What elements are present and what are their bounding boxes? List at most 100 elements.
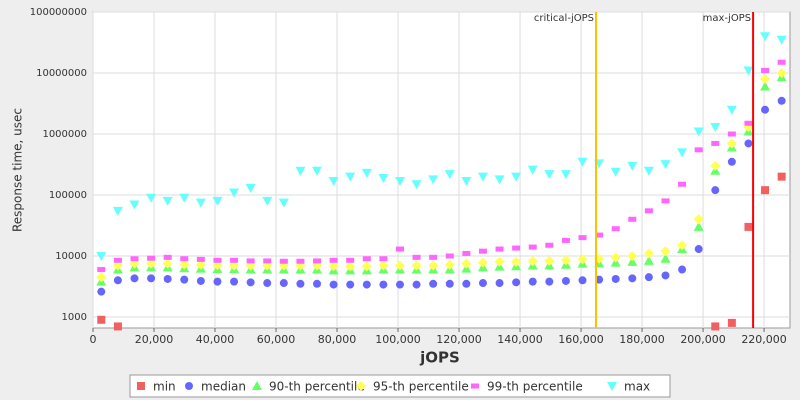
- data-point: [678, 265, 687, 274]
- y-tick-label: 10000: [55, 251, 87, 262]
- legend-marker: [607, 382, 617, 391]
- data-point: [643, 255, 654, 265]
- data-point: [361, 168, 372, 178]
- data-point: [263, 258, 272, 264]
- x-tick-label: 220,000: [741, 333, 787, 346]
- data-point: [328, 261, 339, 272]
- data-point: [643, 248, 654, 259]
- data-point: [195, 259, 206, 270]
- data-point: [230, 277, 239, 286]
- data-point: [379, 280, 388, 289]
- y-tick-label: 1000: [62, 312, 87, 323]
- data-point: [162, 258, 173, 269]
- data-point: [744, 139, 753, 148]
- data-point: [230, 257, 239, 263]
- data-point: [395, 246, 404, 252]
- data-point: [378, 173, 389, 183]
- data-point: [113, 276, 122, 285]
- marker-label: max-jOPS: [703, 13, 751, 24]
- data-point: [130, 274, 139, 283]
- data-point: [578, 235, 587, 241]
- data-point: [777, 96, 786, 105]
- data-point: [528, 244, 537, 250]
- data-point: [180, 256, 189, 262]
- legend-marker: [252, 381, 262, 390]
- data-point: [329, 257, 338, 263]
- data-point: [394, 260, 405, 271]
- data-point: [578, 276, 587, 285]
- data-point: [761, 67, 770, 73]
- data-point: [477, 257, 488, 268]
- data-point: [560, 255, 571, 266]
- x-tick-label: 80,000: [318, 333, 357, 346]
- legend-label: min: [153, 380, 176, 394]
- legend-label: max: [624, 380, 650, 394]
- data-point: [112, 206, 123, 216]
- data-point: [511, 256, 522, 267]
- data-point: [711, 186, 720, 195]
- data-point: [710, 123, 721, 133]
- data-point: [97, 315, 106, 324]
- data-point: [595, 275, 604, 284]
- y-tick-label: 100000000: [30, 7, 87, 18]
- data-point: [313, 258, 322, 264]
- legend-label: 99-th percentile: [487, 380, 583, 394]
- data-point: [776, 35, 787, 45]
- legend: [129, 374, 671, 398]
- data-point: [660, 246, 671, 257]
- marker-label: critical-jOPS: [534, 13, 594, 24]
- data-point: [394, 176, 405, 186]
- data-point: [660, 160, 671, 170]
- data-point: [495, 279, 504, 288]
- data-point: [761, 105, 770, 114]
- data-point: [544, 170, 555, 180]
- data-point: [727, 131, 736, 137]
- x-tick-label: 100,000: [375, 333, 421, 346]
- x-tick-label: 200,000: [680, 333, 726, 346]
- data-point: [130, 256, 139, 262]
- data-point: [346, 257, 355, 263]
- x-tick-label: 140,000: [497, 333, 543, 346]
- data-point: [760, 32, 771, 42]
- data-point: [97, 287, 106, 296]
- data-point: [412, 280, 421, 289]
- data-point: [677, 148, 688, 158]
- data-point: [411, 260, 422, 271]
- data-point: [146, 193, 157, 203]
- data-point: [760, 81, 771, 91]
- data-point: [113, 257, 122, 263]
- data-point: [112, 260, 123, 271]
- data-point: [345, 172, 356, 182]
- data-point: [96, 272, 107, 283]
- data-point: [494, 256, 505, 267]
- data-point: [760, 73, 771, 84]
- data-point: [776, 67, 787, 78]
- data-point: [411, 180, 422, 190]
- data-point: [777, 172, 786, 181]
- data-point: [162, 196, 173, 206]
- data-point: [213, 277, 222, 286]
- data-point: [545, 277, 554, 286]
- legend-marker: [471, 383, 479, 389]
- legend-label: median: [201, 380, 246, 394]
- legend-marker: [137, 382, 145, 390]
- data-point: [512, 245, 521, 251]
- data-point: [560, 170, 571, 180]
- data-point: [710, 160, 721, 171]
- data-point: [229, 260, 240, 271]
- data-point: [296, 279, 305, 288]
- y-tick-label: 100000: [49, 190, 87, 201]
- data-point: [628, 274, 637, 283]
- data-point: [212, 196, 223, 206]
- data-point: [693, 221, 704, 231]
- data-point: [379, 256, 388, 262]
- data-point: [726, 138, 737, 149]
- y-tick-label: 1000000: [42, 129, 87, 140]
- data-point: [527, 256, 538, 267]
- data-point: [445, 253, 454, 259]
- legend-label: 90-th percentile: [269, 380, 365, 394]
- data-point: [610, 252, 621, 263]
- data-point: [444, 170, 455, 180]
- data-point: [246, 258, 255, 264]
